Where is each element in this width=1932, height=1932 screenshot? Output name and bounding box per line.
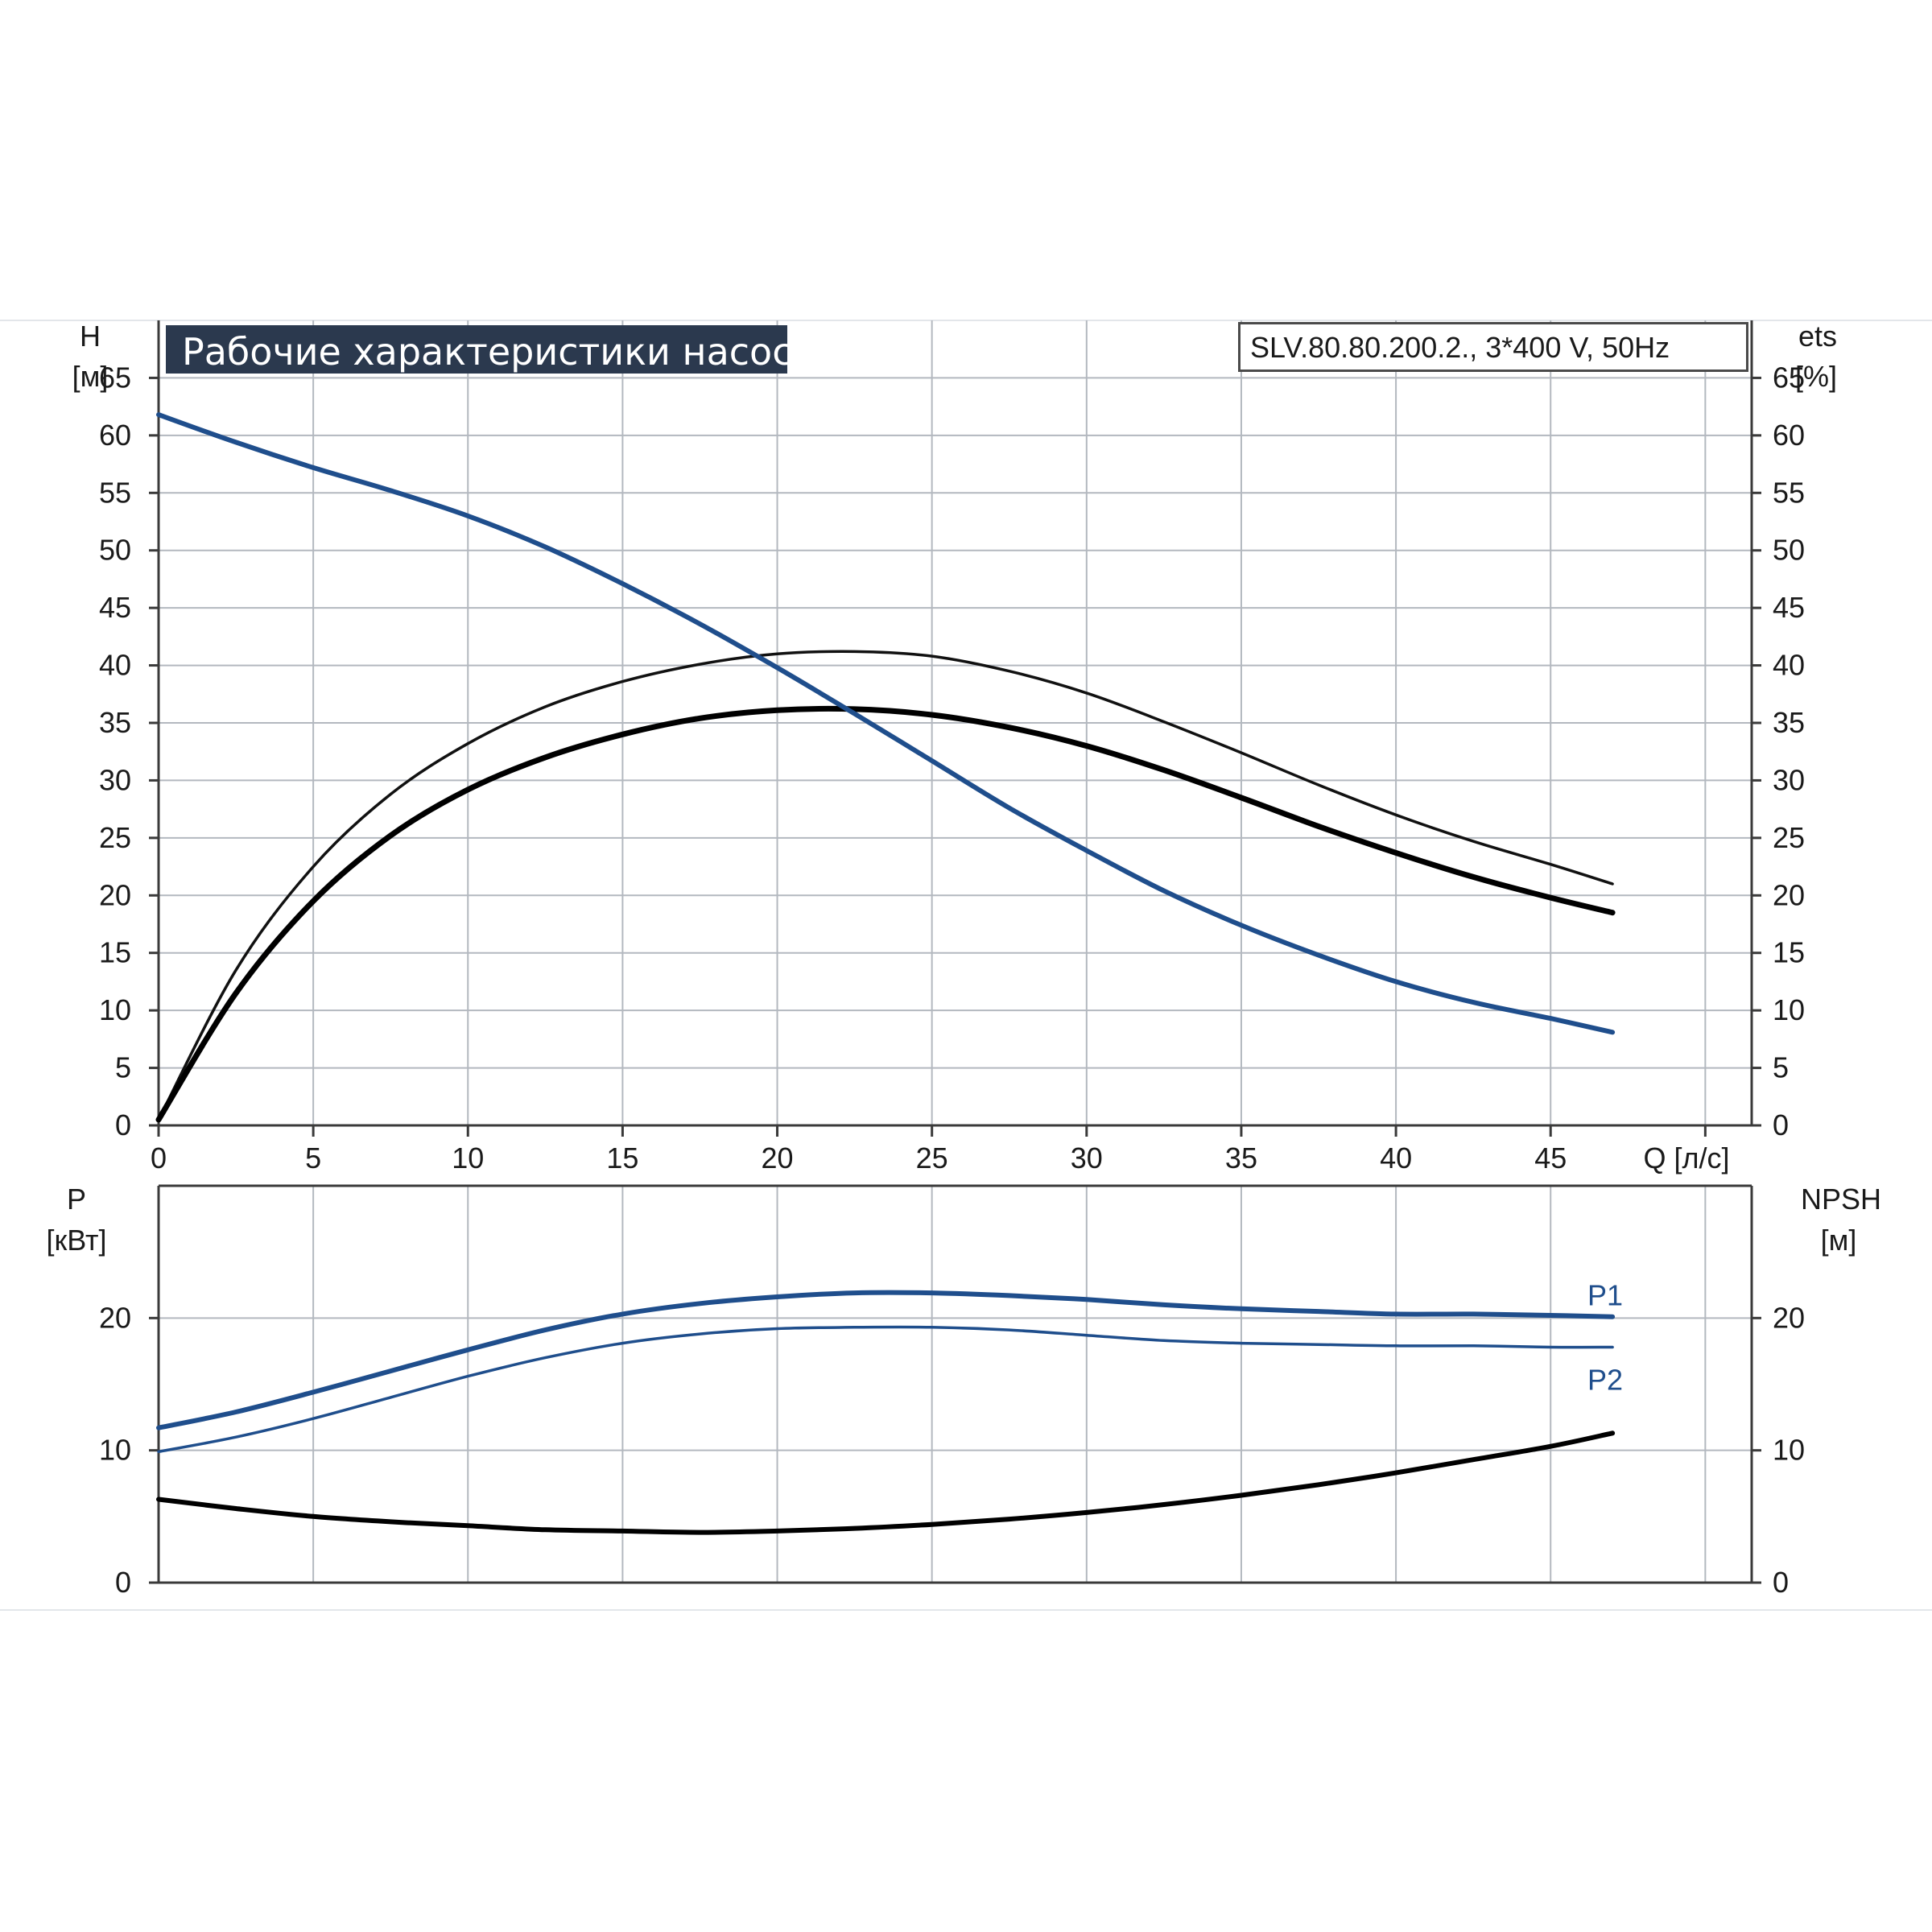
npsh-axis-unit: [м] bbox=[1821, 1224, 1857, 1257]
npsh-curve bbox=[156, 1430, 1616, 1535]
y-tick-label-left: 55 bbox=[99, 476, 131, 509]
efficiency-thick-curve bbox=[155, 705, 1616, 1123]
y-tick-label-right: 45 bbox=[1773, 591, 1805, 624]
bottom-y-tick-label-right: 20 bbox=[1773, 1301, 1805, 1334]
chart-title-box: Рабочие характеристики насоса bbox=[166, 325, 815, 374]
chart-title: Рабочие характеристики насоса bbox=[182, 330, 815, 374]
y-tick-label-right: 10 bbox=[1773, 993, 1805, 1026]
y-tick-label-left: 65 bbox=[99, 361, 131, 394]
x-tick-label: 35 bbox=[1225, 1141, 1257, 1174]
p2-power-curve bbox=[157, 1325, 1614, 1454]
y-tick-label-right: 0 bbox=[1773, 1108, 1789, 1141]
model-label: SLV.80.80.200.2., 3*400 V, 50Hz bbox=[1250, 331, 1670, 364]
y-tick-label-left: 20 bbox=[99, 878, 131, 911]
x-tick-label: 15 bbox=[606, 1141, 638, 1174]
head-curve bbox=[156, 412, 1616, 1035]
y-tick-label-right: 20 bbox=[1773, 878, 1805, 911]
y-tick-label-left: 40 bbox=[99, 649, 131, 682]
model-box: SLV.80.80.200.2., 3*400 V, 50Hz bbox=[1238, 322, 1748, 372]
y-tick-label-right: 65 bbox=[1773, 361, 1805, 394]
p1-power-curve bbox=[156, 1290, 1616, 1430]
x-tick-label: 20 bbox=[762, 1141, 794, 1174]
bottom-y-tick-label-right: 10 bbox=[1773, 1434, 1805, 1467]
y-tick-label-right: 35 bbox=[1773, 706, 1805, 739]
y-tick-label-left: 60 bbox=[99, 419, 131, 452]
y-tick-label-right: 30 bbox=[1773, 763, 1805, 796]
x-tick-label: 0 bbox=[151, 1141, 167, 1174]
y-tick-label-right: 5 bbox=[1773, 1051, 1789, 1084]
bottom-y-tick-label-left: 10 bbox=[99, 1434, 131, 1467]
y-tick-label-left: 35 bbox=[99, 706, 131, 739]
y-tick-label-left: 45 bbox=[99, 591, 131, 624]
y-tick-label-left: 30 bbox=[99, 763, 131, 796]
y-tick-label-left: 10 bbox=[99, 993, 131, 1026]
x-tick-label: 5 bbox=[305, 1141, 321, 1174]
y-tick-label-right: 15 bbox=[1773, 936, 1805, 969]
efficiency-thin-curve bbox=[157, 650, 1614, 1121]
x-tick-label: 45 bbox=[1534, 1141, 1567, 1174]
y-tick-label-right: 25 bbox=[1773, 821, 1805, 854]
y-tick-label-right: 55 bbox=[1773, 476, 1805, 509]
y-tick-label-right: 40 bbox=[1773, 649, 1805, 682]
bottom-y-tick-label-left: 0 bbox=[115, 1566, 131, 1599]
y-tick-label-right: 60 bbox=[1773, 419, 1805, 452]
y-tick-label-left: 0 bbox=[115, 1108, 131, 1141]
y-tick-label-left: 15 bbox=[99, 936, 131, 969]
x-tick-label: 40 bbox=[1380, 1141, 1412, 1174]
power-axis-label: P bbox=[67, 1183, 86, 1216]
x-tick-label: 30 bbox=[1071, 1141, 1103, 1174]
bottom-separator-line bbox=[0, 1609, 1932, 1611]
bottom-y-tick-label-right: 0 bbox=[1773, 1566, 1789, 1599]
y-axis-label-right: ets bbox=[1798, 320, 1837, 353]
y-tick-label-left: 5 bbox=[115, 1051, 131, 1084]
x-tick-label: 10 bbox=[452, 1141, 484, 1174]
x-axis-label: Q [л/с] bbox=[1643, 1141, 1729, 1174]
x-tick-label: 25 bbox=[916, 1141, 948, 1174]
y-tick-label-left: 25 bbox=[99, 821, 131, 854]
npsh-axis-label: NPSH bbox=[1801, 1183, 1881, 1216]
y-axis-unit-left: [м] bbox=[72, 360, 109, 393]
bottom-y-tick-label-left: 20 bbox=[99, 1301, 131, 1334]
power-axis-unit: [кВт] bbox=[46, 1224, 106, 1257]
y-tick-label-left: 50 bbox=[99, 534, 131, 567]
y-axis-label-left: H bbox=[80, 320, 101, 353]
p2-series-label: P2 bbox=[1587, 1363, 1623, 1396]
p1-series-label: P1 bbox=[1587, 1279, 1623, 1312]
y-tick-label-right: 50 bbox=[1773, 534, 1805, 567]
y-axis-unit-right: [%] bbox=[1795, 360, 1837, 393]
top-separator-line bbox=[0, 320, 1932, 321]
